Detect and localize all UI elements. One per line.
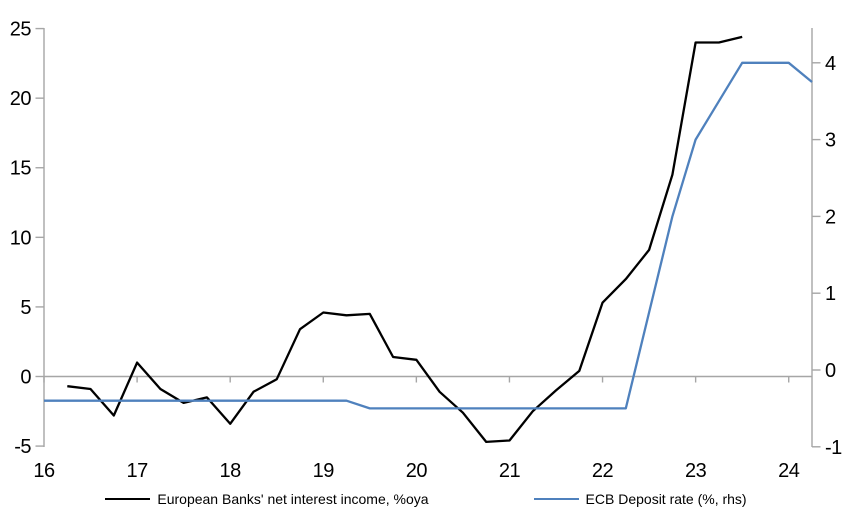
- x-axis-tick-label: 18: [220, 460, 242, 482]
- right-axis-tick-label: 4: [825, 53, 836, 75]
- right-axis-tick-label: 3: [825, 130, 836, 152]
- x-axis-tick-label: 22: [592, 460, 614, 482]
- legend-label-net-interest-income: European Banks' net interest income, %oy…: [157, 491, 429, 507]
- left-axis-tick-label: 20: [10, 88, 32, 110]
- x-axis-tick-label: 23: [685, 460, 707, 482]
- x-axis-tick-label: 21: [499, 460, 521, 482]
- right-axis-tick-label: 2: [825, 206, 836, 228]
- legend-label-ecb-deposit-rate: ECB Deposit rate (%, rhs): [585, 491, 747, 507]
- legend-item-ecb-deposit-rate: ECB Deposit rate (%, rhs): [533, 491, 747, 507]
- right-axis-tick-label: -1: [825, 437, 842, 459]
- x-axis-tick-label: 17: [126, 460, 148, 482]
- left-axis-tick-label: 25: [10, 19, 32, 41]
- x-axis-tick-label: 19: [313, 460, 335, 482]
- series-line-ecb-deposit-rate-rhs: [44, 61, 813, 410]
- x-axis-tick-label: 24: [778, 460, 800, 482]
- left-axis-tick-label: -5: [14, 436, 31, 458]
- right-axis-tick-label: 1: [825, 283, 836, 305]
- left-axis-tick-label: 10: [10, 227, 32, 249]
- legend-line-swatch-black: [105, 498, 151, 500]
- left-axis-tick-label: 0: [20, 367, 31, 389]
- legend-line-swatch-blue: [533, 498, 579, 500]
- right-axis-tick-label: 0: [825, 360, 836, 382]
- x-axis-tick-label: 16: [33, 460, 55, 482]
- x-axis-tick-label: 20: [406, 460, 428, 482]
- legend-item-net-interest-income: European Banks' net interest income, %oy…: [105, 491, 429, 507]
- series-line-european-banks-net-interest-income-oya: [67, 35, 743, 444]
- legend: European Banks' net interest income, %oy…: [0, 491, 852, 507]
- left-axis-tick-label: 15: [10, 158, 32, 180]
- left-axis-tick-label: 5: [20, 297, 31, 319]
